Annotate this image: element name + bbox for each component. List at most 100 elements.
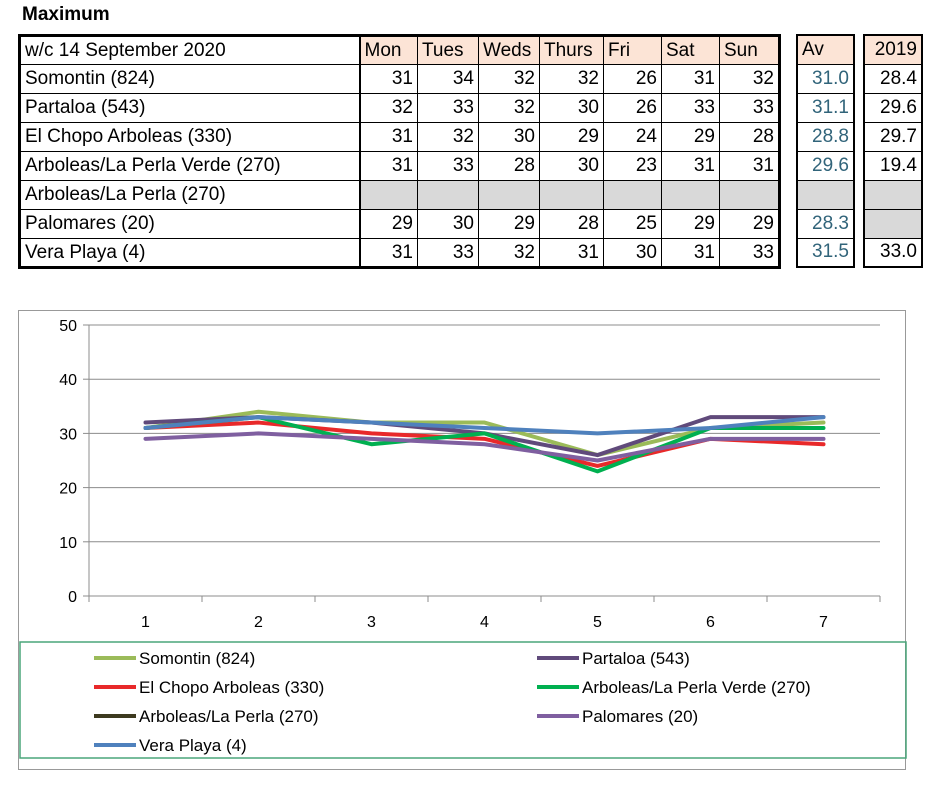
temperature-cell: 28 bbox=[539, 209, 604, 239]
year-2019-cell: 28.4 bbox=[863, 63, 923, 94]
table-row bbox=[863, 208, 923, 239]
chart-svg: 0 10 20 30 40 50 1 2 3 4 5 6 7 Somontin (824) Partaloa… bbox=[19, 318, 907, 759]
day-header: Weds bbox=[478, 35, 540, 65]
y-tick-label: 50 bbox=[59, 318, 77, 335]
temperature-cell: 30 bbox=[539, 93, 604, 123]
average-cell bbox=[796, 179, 855, 210]
temperature-cell: 31 bbox=[661, 151, 720, 181]
temperature-cell bbox=[661, 180, 720, 210]
temperature-cell: 31 bbox=[661, 238, 720, 268]
table-row: 28.4 bbox=[863, 63, 923, 94]
table-row: 29.6 bbox=[863, 92, 923, 123]
year-2019-cell bbox=[863, 179, 923, 210]
day-header: Sat bbox=[661, 35, 720, 65]
table-row: 31.5 bbox=[796, 237, 855, 268]
temperature-cell: 32 bbox=[478, 238, 540, 268]
series-line bbox=[143, 415, 826, 436]
temperature-cell: 29 bbox=[661, 122, 720, 152]
table-header-row: w/c 14 September 2020 Mon Tues Weds Thurs Fri… bbox=[19, 35, 780, 65]
x-tick-label: 4 bbox=[480, 614, 489, 631]
table-row: 29.7 bbox=[863, 121, 923, 152]
station-label: Vera Playa (4) bbox=[19, 238, 361, 268]
max-temperature-table: w/c 14 September 2020 Mon Tues Weds Thurs Fri… bbox=[18, 34, 781, 269]
x-tick-label: 2 bbox=[254, 614, 263, 631]
temperature-cell: 31 bbox=[359, 151, 418, 181]
day-header: Tues bbox=[417, 35, 479, 65]
y-tick-label: 10 bbox=[59, 535, 77, 552]
y-tick-label: 40 bbox=[59, 372, 77, 389]
table-row bbox=[863, 179, 923, 210]
temperature-cell: 29 bbox=[539, 122, 604, 152]
series-line bbox=[143, 431, 826, 463]
temperature-cell: 32 bbox=[539, 64, 604, 94]
table-row bbox=[796, 179, 855, 210]
average-cell: 31.1 bbox=[796, 92, 855, 123]
temperature-cell: 26 bbox=[603, 93, 662, 123]
table-row: 29.6 bbox=[796, 150, 855, 181]
station-label: El Chopo Arboleas (330) bbox=[19, 122, 361, 152]
table-row: 28.8 bbox=[796, 121, 855, 152]
station-label: Palomares (20) bbox=[19, 209, 361, 239]
legend-label: Arboleas/La Perla (270) bbox=[139, 707, 319, 726]
legend-label: Somontin (824) bbox=[139, 649, 255, 668]
temperature-cell: 28 bbox=[719, 122, 780, 152]
station-label: Arboleas/La Perla Verde (270) bbox=[19, 151, 361, 181]
table-row: 33.0 bbox=[863, 237, 923, 268]
year-2019-cell: 19.4 bbox=[863, 150, 923, 181]
temperature-cell: 32 bbox=[478, 64, 540, 94]
table-row: El Chopo Arboleas (330) 31 32 30 29 24 29 28 bbox=[19, 122, 780, 152]
temperature-cell: 30 bbox=[417, 209, 479, 239]
temperature-cell: 31 bbox=[719, 151, 780, 181]
year-2019-table: 2019 28.4 29.6 29.7 19.4 33.0 bbox=[863, 34, 923, 268]
station-label: Arboleas/La Perla (270) bbox=[19, 180, 361, 210]
average-cell: 29.6 bbox=[796, 150, 855, 181]
day-header: Sun bbox=[719, 35, 780, 65]
temperature-cell: 28 bbox=[478, 151, 540, 181]
year-2019-cell: 33.0 bbox=[863, 237, 923, 268]
temperature-cell bbox=[603, 180, 662, 210]
temperature-cell: 29 bbox=[359, 209, 418, 239]
temperature-cell: 26 bbox=[603, 64, 662, 94]
temperature-cell: 31 bbox=[359, 122, 418, 152]
temperature-cell: 25 bbox=[603, 209, 662, 239]
temperature-cell: 23 bbox=[603, 151, 662, 181]
temperature-cell: 33 bbox=[719, 238, 780, 268]
x-tick-label: 3 bbox=[367, 614, 376, 631]
y-tick-label: 30 bbox=[59, 426, 77, 443]
temperature-cell: 34 bbox=[417, 64, 479, 94]
temperature-cell bbox=[719, 180, 780, 210]
header-row: 2019 bbox=[863, 34, 923, 65]
legend-label: Vera Playa (4) bbox=[139, 736, 247, 755]
table-row: 28.3 bbox=[796, 208, 855, 239]
temperature-cell: 31 bbox=[359, 238, 418, 268]
temperature-cell: 24 bbox=[603, 122, 662, 152]
legend-label: Palomares (20) bbox=[582, 707, 698, 726]
table-row: Somontin (824) 31 34 32 32 26 31 32 bbox=[19, 64, 780, 94]
temperature-cell: 32 bbox=[719, 64, 780, 94]
legend-label: El Chopo Arboleas (330) bbox=[139, 678, 324, 697]
table-row: Vera Playa (4) 31 33 32 31 30 31 33 bbox=[19, 238, 780, 268]
week-label: w/c 14 September 2020 bbox=[19, 35, 361, 65]
temperature-cell bbox=[359, 180, 418, 210]
y-tick-label: 20 bbox=[59, 481, 77, 498]
temperature-cell: 32 bbox=[417, 122, 479, 152]
temperature-cell bbox=[539, 180, 604, 210]
temperature-cell: 32 bbox=[478, 93, 540, 123]
legend-label: Partaloa (543) bbox=[582, 649, 690, 668]
table-row: Partaloa (543) 32 33 32 30 26 33 33 bbox=[19, 93, 780, 123]
page-title: Maximum bbox=[22, 4, 110, 25]
temperature-cell bbox=[478, 180, 540, 210]
temperature-cell: 32 bbox=[359, 93, 418, 123]
x-tick-label: 7 bbox=[819, 614, 828, 631]
table-row: Palomares (20) 29 30 29 28 25 29 29 bbox=[19, 209, 780, 239]
x-tick-label: 5 bbox=[593, 614, 602, 631]
temperature-cell bbox=[417, 180, 479, 210]
table-row: 31.0 bbox=[796, 63, 855, 94]
temperature-cell: 33 bbox=[417, 151, 479, 181]
temperature-cell: 33 bbox=[417, 93, 479, 123]
year-2019-cell: 29.6 bbox=[863, 92, 923, 123]
average-cell: 31.5 bbox=[796, 237, 855, 268]
table-row: 19.4 bbox=[863, 150, 923, 181]
x-tick-label: 6 bbox=[706, 614, 715, 631]
table-row: Arboleas/La Perla Verde (270) 31 33 28 30 23 3… bbox=[19, 151, 780, 181]
